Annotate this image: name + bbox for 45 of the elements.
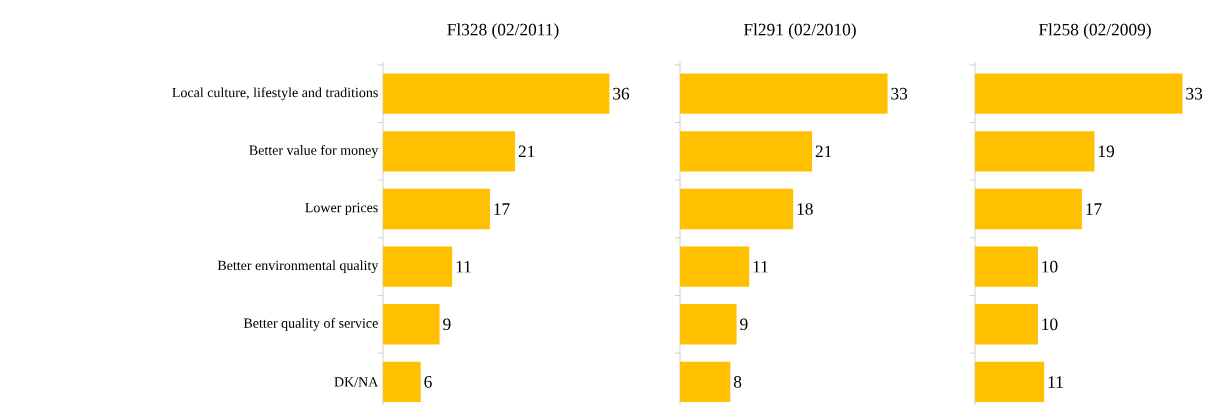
y-tick-label: DK/NA <box>334 377 379 387</box>
data-label: 33 <box>891 87 908 100</box>
y-tick-label: Better environmental quality <box>217 260 379 273</box>
bar <box>680 131 813 172</box>
bar <box>975 73 1183 114</box>
bar <box>383 131 516 172</box>
bar <box>383 246 453 287</box>
chart-title: Fl328 (02/2011) <box>447 23 559 39</box>
bar <box>975 131 1095 172</box>
data-label: 10 <box>1042 260 1058 273</box>
bar <box>383 73 610 114</box>
bar <box>975 246 1038 287</box>
data-label: 36 <box>613 87 630 100</box>
bar <box>975 361 1045 403</box>
data-label: 21 <box>815 145 832 158</box>
bar <box>680 188 794 230</box>
data-label: 18 <box>797 203 813 215</box>
bar <box>680 73 888 114</box>
data-label: 19 <box>1098 145 1115 158</box>
data-label: 9 <box>740 318 748 331</box>
bar <box>680 304 737 345</box>
bar <box>680 361 731 403</box>
data-label: 11 <box>753 260 768 273</box>
data-label: 11 <box>1048 376 1063 388</box>
chart-title: Fl291 (02/2010) <box>743 23 856 39</box>
bar <box>383 188 490 230</box>
y-tick-label: Better value for money <box>249 144 379 158</box>
chart-title: Fl258 (02/2009) <box>1038 23 1151 39</box>
bar <box>975 304 1038 345</box>
data-label: 17 <box>494 203 510 215</box>
bar <box>383 304 440 345</box>
data-label: 33 <box>1186 87 1203 100</box>
y-tick-label: Better quality of service <box>243 317 378 331</box>
bar <box>383 361 421 403</box>
data-label: 8 <box>733 376 742 388</box>
data-label: 6 <box>424 376 432 388</box>
data-label: 17 <box>1086 203 1102 215</box>
y-tick-label: Lower prices <box>305 202 378 216</box>
bar <box>975 188 1082 230</box>
data-label: 10 <box>1042 318 1058 331</box>
data-label: 21 <box>518 145 535 158</box>
y-tick-label: Local culture, lifestyle and traditions <box>172 87 378 101</box>
data-label: 9 <box>443 318 451 331</box>
data-label: 11 <box>456 260 471 273</box>
bar <box>680 246 750 287</box>
